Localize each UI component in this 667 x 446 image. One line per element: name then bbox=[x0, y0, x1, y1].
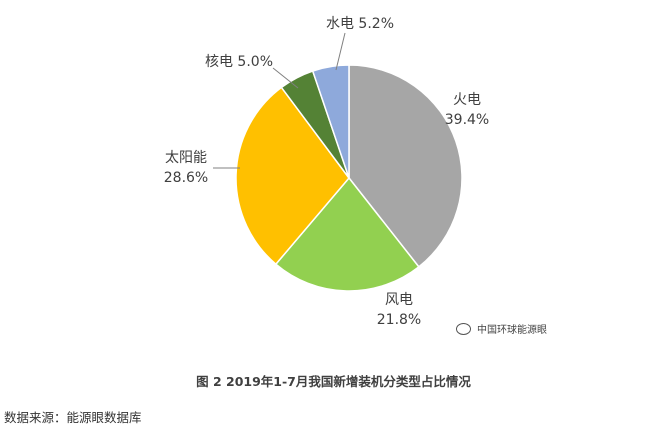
pie-slice-2 bbox=[235, 86, 350, 266]
slice-label-4: 水电 5.2% bbox=[326, 16, 394, 32]
watermark-text: 中国环球能源眼 bbox=[477, 325, 547, 336]
leader-line-3 bbox=[272, 67, 299, 89]
data-source: 数据来源：能源眼数据库 bbox=[4, 410, 142, 425]
watermark: 中国环球能源眼 bbox=[456, 321, 547, 336]
slice-label-3: 核电 5.0% bbox=[205, 54, 273, 70]
wechat-icon bbox=[456, 322, 471, 335]
slice-label-1: 风电 21.8% bbox=[377, 292, 421, 328]
pie-slice-0 bbox=[348, 64, 463, 268]
slice-label-2: 太阳能 28.6% bbox=[164, 150, 208, 186]
pie-slice-4 bbox=[311, 64, 350, 179]
slice-label-0: 火电 39.4% bbox=[445, 92, 489, 128]
pie-slice-1 bbox=[274, 176, 420, 292]
leader-line-4 bbox=[335, 32, 346, 71]
chart-caption: 图 2 2019年1-7月我国新增装机分类型占比情况 bbox=[196, 374, 471, 389]
